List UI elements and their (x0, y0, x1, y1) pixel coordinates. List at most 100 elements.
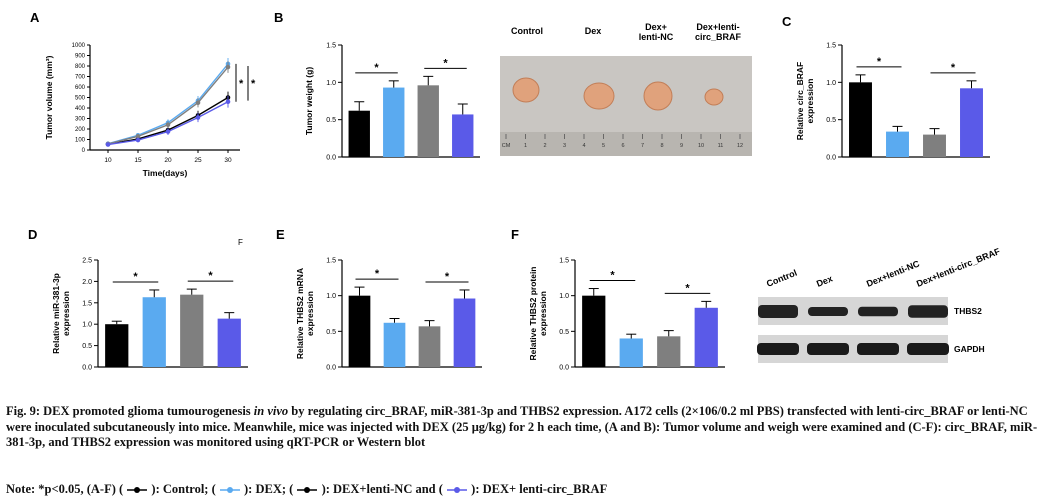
significance-star: * (374, 62, 379, 74)
ruler-number: 5 (602, 143, 605, 149)
data-point (225, 99, 231, 104)
band-gapdh (757, 343, 799, 355)
bar (142, 297, 166, 367)
bar (657, 336, 681, 367)
photo-label: Dex+ lenti-NC (639, 22, 674, 42)
significance-star: * (239, 78, 244, 90)
y-tick-label: 500 (75, 96, 86, 102)
band-thbs2 (808, 307, 848, 316)
panel-d: D 0.0 0.5 1.0 1.5 2.0 2.5 Relative miR-381-3pex… (0, 215, 280, 400)
significance-star: * (445, 271, 450, 283)
y-tick-label: 1.5 (82, 300, 92, 307)
legend-symbol-dex (219, 487, 240, 494)
caption-part1: Fig. 9: DEX promoted glioma tumourogenes… (6, 404, 254, 418)
ruler-number: 9 (680, 143, 683, 149)
note-dex-circ: ): DEX+ lenti-circ_BRAF (471, 482, 608, 496)
panel-label-d: D (28, 227, 37, 242)
y-tick-label: 1000 (72, 43, 86, 49)
band-thbs2 (908, 305, 948, 318)
lane-label: Control (765, 268, 798, 289)
ruler (500, 132, 752, 156)
y-tick-label: 600 (75, 85, 86, 91)
bar (383, 87, 405, 157)
y-tick-label: 200 (75, 127, 86, 133)
western-blot-panel: Control Dex Dex+lenti-NC Dex+lenti-circ_BRA… (750, 215, 1045, 400)
y-tick-label: 0.0 (326, 365, 336, 372)
figure-caption: Fig. 9: DEX promoted glioma tumourogenes… (6, 404, 1042, 451)
y-tick-label: 1.0 (559, 293, 569, 300)
panel-f: F 0.0 0.5 1.0 1.5 Relative THBS2 proteinexpre… (505, 215, 755, 400)
y-tick-label: 0.5 (826, 117, 836, 124)
bar (923, 134, 946, 157)
data-point (165, 129, 171, 134)
lane-label: Dex+lenti-NC (865, 258, 921, 289)
stray-mark: F (238, 238, 243, 247)
ruler-number: 2 (543, 143, 546, 149)
photo-label: Dex+lenti-circ_BRAF (695, 22, 742, 42)
y-axis-label: Tumor weight (g) (304, 67, 314, 135)
bar (582, 295, 606, 367)
tumor-photo-panel: Control Dex Dex+ lenti-NC Dex+lenti-circ_BRA… (496, 20, 756, 160)
y-axis-label: Relative THBS2 proteinexpression (528, 267, 548, 361)
ruler-number: CM (502, 143, 511, 149)
bar (960, 88, 983, 157)
ruler-number: 8 (660, 143, 663, 149)
band-gapdh (907, 343, 949, 355)
y-tick-label: 1.0 (326, 293, 336, 300)
panel-c: C 0.0 0.5 1.0 1.5 Relative circ_BRAFexpressio… (770, 0, 1040, 205)
note-dex-nc: ): DEX+lenti-NC and ( (321, 482, 443, 496)
significance-star: * (208, 270, 213, 282)
panel-label-b: B (274, 10, 283, 25)
data-point (195, 100, 201, 106)
data-point (165, 122, 171, 128)
chart-c: C 0.0 0.5 1.0 1.5 Relative circ_BRAFexpressio… (782, 14, 990, 162)
bar (348, 295, 371, 367)
lane-label: Dex (815, 273, 834, 288)
significance-star: * (877, 56, 882, 68)
bar (453, 298, 476, 367)
y-tick-label: 700 (75, 75, 86, 81)
y-tick-label: 0.0 (326, 155, 336, 162)
y-tick-label: 1.5 (326, 258, 336, 265)
caption-italic: in vivo (253, 404, 289, 418)
panel-label-e: E (276, 227, 285, 242)
band-gapdh (857, 343, 899, 355)
y-axis-label: Relative miR-381-3pexpression (51, 273, 71, 354)
y-tick-label: 400 (75, 106, 86, 112)
y-tick-label: 800 (75, 64, 86, 70)
bar (886, 131, 909, 157)
panel-label-a: A (30, 10, 40, 25)
panel-a: A 0 100 200 300 400 500 600 700 800 900 1000 10 15 20 2… (0, 0, 280, 205)
y-tick-label: 2.0 (82, 279, 92, 286)
panel-label-f: F (511, 227, 519, 242)
data-point (105, 142, 111, 147)
bar (180, 294, 204, 367)
tumor-photo: Control Dex Dex+ lenti-NC Dex+lenti-circ_BRA… (500, 22, 752, 156)
western-blot: Control Dex Dex+lenti-NCDex+lenti-circ_BRA… (757, 246, 1002, 363)
band-label: THBS2 (954, 306, 982, 316)
figure-note: Note: *p<0.05, (A-F) ( ): Control; ( ): … (6, 482, 1042, 497)
y-tick-label: 300 (75, 117, 86, 123)
band-label: GAPDH (954, 344, 985, 354)
y-tick-label: 0.5 (326, 117, 336, 124)
ruler-number: 6 (621, 143, 624, 149)
y-tick-label: 0.0 (82, 365, 92, 372)
x-tick-label: 25 (194, 157, 202, 164)
y-axis-label: Relative THBS2 mRNAexpression (295, 268, 315, 359)
y-tick-label: 1.5 (826, 43, 836, 50)
y-tick-label: 1.5 (326, 43, 336, 50)
panel-label-c: C (782, 14, 792, 29)
x-tick-label: 15 (134, 157, 142, 164)
y-axis-label: Relative circ_BRAFexpression (795, 62, 815, 140)
note-prefix: Note: *p<0.05, (A-F) ( (6, 482, 124, 496)
bar (849, 82, 872, 157)
y-tick-label: 0.5 (82, 343, 92, 350)
ruler-number: 12 (737, 143, 743, 149)
band-thbs2 (858, 306, 898, 317)
ruler-number: 11 (718, 143, 724, 149)
significance-star: * (610, 270, 615, 282)
band-gapdh (807, 343, 849, 355)
bar (452, 114, 474, 157)
y-tick-label: 0.5 (326, 329, 336, 336)
panel-e: E 0.0 0.5 1.0 1.5 Relative THBS2 mRNAexpressi… (270, 215, 510, 400)
